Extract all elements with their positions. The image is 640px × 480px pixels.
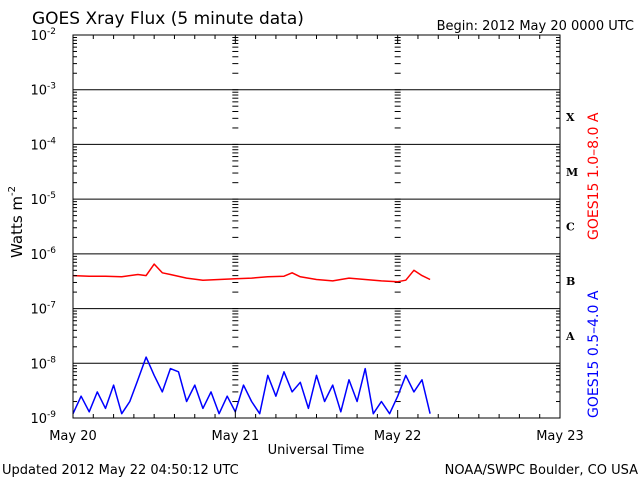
y-tick-label: 10-2 <box>30 27 56 44</box>
legend-series-long: GOES15 1.0–8.0 A <box>586 112 602 240</box>
flare-class-label: C <box>566 221 575 234</box>
y-tick-label: 10-4 <box>30 136 56 153</box>
x-tick-label: May 21 <box>212 429 260 444</box>
axis-layer: 10-9 10-8 10-7 10-6 10-5 10-4 10-3 10-2 May 20 Ma… <box>30 27 583 444</box>
x-tick-label: May 23 <box>536 429 584 444</box>
y-tick-label: 10-8 <box>30 355 56 372</box>
updated-time: Updated 2012 May 22 04:50:12 UTC <box>2 463 239 478</box>
legend-series-short: GOES15 0.5–4.0 A <box>586 290 602 418</box>
y-tick-label: 10-3 <box>30 82 56 99</box>
y-axis-label-text: Watts m <box>8 196 26 258</box>
y-tick-label: 10-9 <box>30 410 56 427</box>
chart-title: GOES Xray Flux (5 minute data) <box>32 9 304 29</box>
x-tick-label: May 22 <box>374 429 422 444</box>
y-tick-label: 10-5 <box>30 191 56 208</box>
series-line-short <box>72 356 431 415</box>
series-line-long <box>72 263 431 283</box>
svg-text:Watts m-2: Watts m-2 <box>7 186 26 258</box>
x-tick-label: May 20 <box>49 429 97 444</box>
plot-frame <box>72 34 561 419</box>
y-axis-label-exp: -2 <box>7 186 18 196</box>
flare-class-label: A <box>565 330 575 343</box>
begin-time: Begin: 2012 May 20 0000 UTC <box>437 19 634 34</box>
flare-class-label: X <box>566 111 575 124</box>
y-tick-label: 10-7 <box>30 301 56 318</box>
grid-layer <box>72 34 561 419</box>
flare-class-label: B <box>566 275 575 288</box>
x-axis-label: Universal Time <box>268 443 365 458</box>
flare-class-label: M <box>566 166 578 179</box>
data-source: NOAA/SWPC Boulder, CO USA <box>445 463 638 478</box>
y-axis-label: Watts m-2 <box>7 186 26 258</box>
y-tick-label: 10-6 <box>30 246 56 263</box>
series-layer <box>72 263 431 415</box>
